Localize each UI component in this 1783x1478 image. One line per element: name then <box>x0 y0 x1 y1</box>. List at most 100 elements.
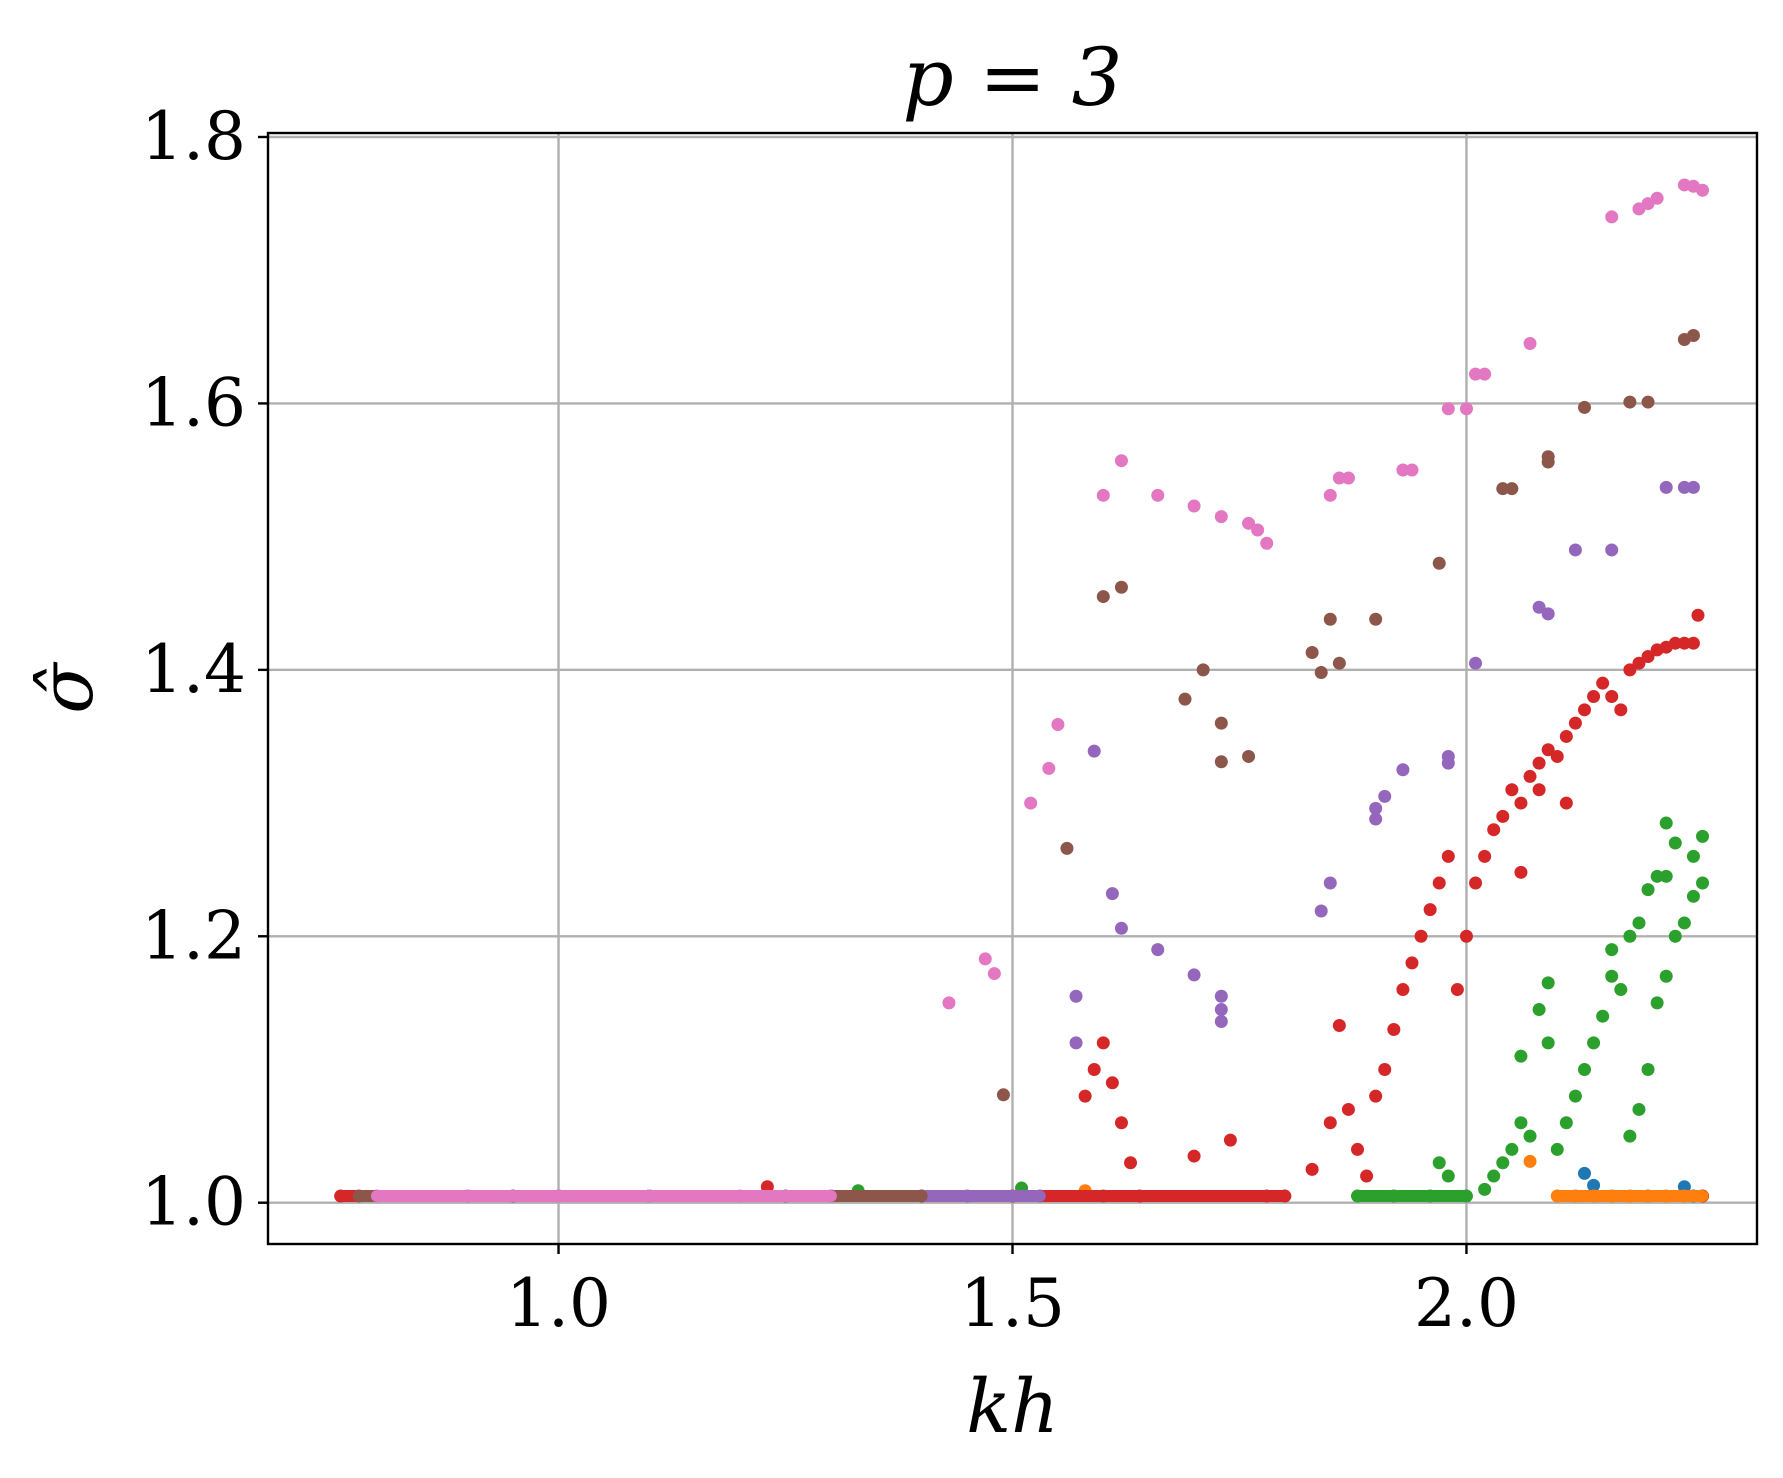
data-point <box>1577 400 1591 414</box>
data-point <box>1568 543 1582 557</box>
data-point <box>1105 887 1119 901</box>
data-point <box>1223 1133 1237 1147</box>
data-point <box>1514 1116 1528 1130</box>
data-point <box>978 952 992 966</box>
data-point <box>1532 756 1546 770</box>
data-point <box>1496 1156 1510 1170</box>
data-point <box>1469 876 1483 890</box>
data-point <box>1024 796 1038 810</box>
data-point <box>1151 488 1165 502</box>
data-point <box>1505 482 1519 496</box>
data-point <box>1323 1116 1337 1130</box>
data-point <box>1605 210 1619 224</box>
data-point <box>1105 1076 1119 1090</box>
data-point <box>1305 1162 1319 1176</box>
data-point <box>1686 328 1700 342</box>
data-point <box>1151 943 1165 957</box>
data-point <box>1568 1089 1582 1103</box>
data-point <box>1332 656 1346 670</box>
y-tick-label: 1.2 <box>141 897 246 974</box>
data-point <box>1042 761 1056 775</box>
data-point <box>1214 510 1228 524</box>
data-point <box>1668 836 1682 850</box>
data-point <box>1341 1102 1355 1116</box>
data-point <box>1332 471 1346 485</box>
chart-title: p = 3 <box>903 31 1123 124</box>
data-point <box>1051 717 1065 731</box>
data-point <box>987 967 1001 981</box>
data-point <box>1496 482 1510 496</box>
data-point <box>1405 463 1419 477</box>
data-point <box>1260 536 1274 550</box>
data-point <box>1587 1036 1601 1050</box>
data-point <box>1696 876 1710 890</box>
data-point <box>1605 969 1619 983</box>
data-point <box>1605 943 1619 957</box>
data-point <box>1596 676 1610 690</box>
data-point <box>1623 929 1637 943</box>
data-point <box>1532 1003 1546 1017</box>
data-point <box>1686 636 1700 650</box>
data-point <box>1514 796 1528 810</box>
data-point <box>1659 869 1673 883</box>
data-point <box>1114 921 1128 935</box>
y-tick-label: 1.6 <box>141 364 246 441</box>
data-point <box>1214 1003 1228 1017</box>
data-point <box>1559 729 1573 743</box>
data-point <box>1432 876 1446 890</box>
data-point <box>1360 1169 1374 1183</box>
data-point <box>1351 1142 1365 1156</box>
data-point <box>1124 1156 1138 1170</box>
data-point <box>1187 1149 1201 1163</box>
data-point <box>1478 1182 1492 1196</box>
data-point <box>1314 904 1328 918</box>
gridlines <box>268 133 1757 1244</box>
data-point <box>1541 1036 1555 1050</box>
data-point <box>1696 829 1710 843</box>
data-point <box>1677 480 1691 494</box>
data-point <box>1487 823 1501 837</box>
data-point <box>1332 1019 1346 1033</box>
data-point <box>1514 865 1528 879</box>
data-point <box>1396 463 1410 477</box>
data-point <box>942 996 956 1010</box>
data-point <box>1441 849 1455 863</box>
data-point <box>1650 869 1664 883</box>
data-point <box>1514 1049 1528 1063</box>
data-point <box>1242 749 1256 763</box>
x-tick-label: 1.0 <box>506 1265 611 1342</box>
data-point <box>1686 480 1700 494</box>
data-point <box>1251 523 1265 537</box>
data-point <box>1523 1129 1537 1143</box>
data-point <box>1314 666 1328 680</box>
data-point <box>1214 716 1228 730</box>
data-point <box>1677 636 1691 650</box>
data-point <box>1441 1169 1455 1183</box>
data-points <box>334 178 1710 1203</box>
data-point <box>1641 395 1655 409</box>
data-point <box>1659 816 1673 830</box>
data-point <box>1196 663 1210 677</box>
data-point <box>1405 956 1419 970</box>
data-point <box>1523 769 1537 783</box>
data-point <box>1096 590 1110 604</box>
data-point <box>1541 607 1555 621</box>
data-point <box>1650 996 1664 1010</box>
data-point <box>1596 1009 1610 1023</box>
data-point <box>1396 763 1410 777</box>
data-point <box>1441 749 1455 763</box>
data-point <box>1369 612 1383 626</box>
data-point <box>1341 471 1355 485</box>
data-point <box>1242 516 1256 530</box>
data-point <box>1369 801 1383 815</box>
data-point <box>1469 656 1483 670</box>
data-point <box>1432 1156 1446 1170</box>
x-tick-label: 1.5 <box>960 1265 1065 1342</box>
data-point <box>1432 556 1446 570</box>
data-point <box>1623 663 1637 677</box>
data-point <box>1677 916 1691 930</box>
data-point <box>1577 1062 1591 1076</box>
data-point <box>1686 849 1700 863</box>
data-point <box>1659 969 1673 983</box>
y-tick-label: 1.0 <box>141 1164 246 1241</box>
